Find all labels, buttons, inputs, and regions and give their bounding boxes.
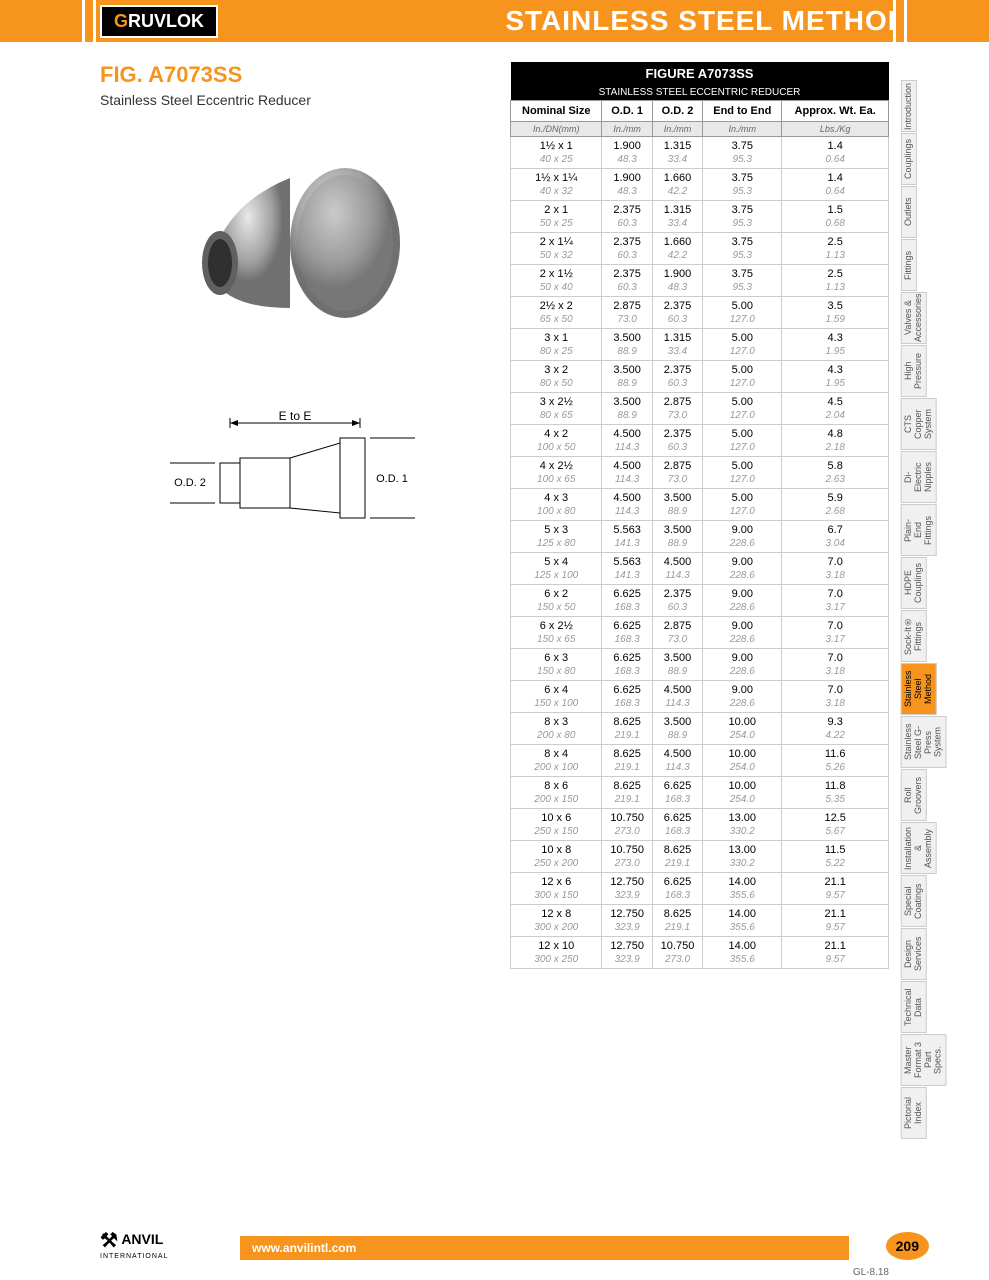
od2-label: O.D. 2	[174, 477, 206, 489]
table-row: 10 x 610.7506.62513.0012.5	[511, 809, 889, 826]
spec-table: FIGURE A7073SS STAINLESS STEEL ECCENTRIC…	[510, 62, 889, 969]
table-row: 2 x 1½2.3751.9003.752.5	[511, 265, 889, 282]
table-row-metric: 65 x 5073.060.3127.01.59	[511, 313, 889, 329]
section-tab[interactable]: Introduction	[901, 80, 917, 132]
section-tab[interactable]: Pictorial Index	[901, 1087, 927, 1139]
table-row-metric: 200 x 150219.1168.3254.05.35	[511, 793, 889, 809]
table-row: 1½ x 11.9001.3153.751.4	[511, 137, 889, 154]
table-body: 1½ x 11.9001.3153.751.440 x 2548.333.495…	[511, 137, 889, 969]
table-row-metric: 50 x 2560.333.495.30.68	[511, 217, 889, 233]
table-row: 8 x 48.6254.50010.0011.6	[511, 745, 889, 762]
table-row-metric: 150 x 100168.3114.3228.63.18	[511, 697, 889, 713]
table-row: 1½ x 1¼1.9001.6603.751.4	[511, 169, 889, 186]
table-row: 12 x 612.7506.62514.0021.1	[511, 873, 889, 890]
brand-logo: GGRUVLOKRUVLOK	[100, 5, 218, 38]
table-row: 4 x 34.5003.5005.005.9	[511, 489, 889, 506]
footer-url: www.anvilintl.com	[252, 1241, 356, 1255]
page-number: 209	[886, 1232, 929, 1260]
table-row: 6 x 46.6254.5009.007.0	[511, 681, 889, 698]
table-units: In./DN(mm)In./mmIn./mmIn./mmLbs./Kg	[511, 122, 889, 137]
table-row-metric: 150 x 65168.373.0228.63.17	[511, 633, 889, 649]
section-tab[interactable]: Roll Groovers	[901, 769, 927, 821]
table-row: 3 x 23.5002.3755.004.3	[511, 361, 889, 378]
section-tab[interactable]: Fittings	[901, 239, 917, 291]
section-tab[interactable]: Plain-End Fittings	[901, 504, 937, 556]
section-tab[interactable]: Couplings	[901, 133, 917, 185]
table-row: 3 x 2½3.5002.8755.004.5	[511, 393, 889, 410]
figure-code: FIG. A7073SS	[100, 62, 480, 88]
table-row-metric: 40 x 3248.342.295.30.64	[511, 185, 889, 201]
table-row-metric: 80 x 6588.973.0127.02.04	[511, 409, 889, 425]
section-tab[interactable]: Special Coatings	[901, 875, 927, 927]
section-tab[interactable]: Di-Electric Nipples	[901, 451, 937, 503]
company-logo: ⚒ ANVIL INTERNATIONAL	[100, 1228, 169, 1260]
section-tab[interactable]: Stainless Steel G-Press System	[901, 716, 947, 768]
section-tab[interactable]: High Pressure	[901, 345, 927, 397]
section-tabs: IntroductionCouplingsOutletsFittingsValv…	[901, 80, 931, 1140]
table-row-metric: 100 x 65114.373.0127.02.63	[511, 473, 889, 489]
section-tab[interactable]: HDPE Couplings	[901, 557, 927, 609]
table-row: 2½ x 22.8752.3755.003.5	[511, 297, 889, 314]
table-row: 2 x 1¼2.3751.6603.752.5	[511, 233, 889, 250]
table-columns: Nominal SizeO.D. 1O.D. 2End to EndApprox…	[511, 101, 889, 122]
table-row: 3 x 13.5001.3155.004.3	[511, 329, 889, 346]
table-row-metric: 80 x 5088.960.3127.01.95	[511, 377, 889, 393]
table-row-metric: 150 x 50168.360.3228.63.17	[511, 601, 889, 617]
table-row-metric: 300 x 200323.9219.1355.69.57	[511, 921, 889, 937]
table-row: 8 x 68.6256.62510.0011.8	[511, 777, 889, 794]
table-row: 12 x 812.7508.62514.0021.1	[511, 905, 889, 922]
section-tab[interactable]: Stainless Steel Method	[901, 663, 937, 715]
table-row-metric: 100 x 80114.388.9127.02.68	[511, 505, 889, 521]
table-row-metric: 100 x 50114.360.3127.02.18	[511, 441, 889, 457]
table-row-metric: 50 x 3260.342.295.31.13	[511, 249, 889, 265]
table-row: 6 x 26.6252.3759.007.0	[511, 585, 889, 602]
table-row: 6 x 2½6.6252.8759.007.0	[511, 617, 889, 634]
table-row-metric: 200 x 80219.188.9254.04.22	[511, 729, 889, 745]
table-row-metric: 125 x 100141.3114.3228.63.18	[511, 569, 889, 585]
table-row-metric: 80 x 2588.933.4127.01.95	[511, 345, 889, 361]
table-row-metric: 150 x 80168.388.9228.63.18	[511, 665, 889, 681]
table-row-metric: 300 x 250323.9273.0355.69.57	[511, 953, 889, 969]
ete-label: E to E	[279, 409, 312, 423]
table-row-metric: 125 x 80141.388.9228.63.04	[511, 537, 889, 553]
table-title: FIGURE A7073SS	[511, 62, 889, 85]
section-tab[interactable]: CTS Copper System	[901, 398, 937, 450]
page-header: GGRUVLOKRUVLOK STAINLESS STEEL METHOD	[0, 0, 989, 42]
table-row: 8 x 38.6253.50010.009.3	[511, 713, 889, 730]
table-row: 2 x 12.3751.3153.751.5	[511, 201, 889, 218]
section-tab[interactable]: Master Format 3 Part Specs.	[901, 1034, 947, 1086]
table-row-metric: 200 x 100219.1114.3254.05.26	[511, 761, 889, 777]
section-tab[interactable]: Valves & Accessories	[901, 292, 927, 344]
product-image	[170, 148, 410, 348]
table-row-metric: 250 x 150273.0168.3330.25.67	[511, 825, 889, 841]
page-code: GL-8.18	[853, 1267, 889, 1278]
section-tab[interactable]: Sock-It® Fittings	[901, 610, 927, 662]
table-row: 4 x 24.5002.3755.004.8	[511, 425, 889, 442]
table-row: 10 x 810.7508.62513.0011.5	[511, 841, 889, 858]
od1-label: O.D. 1	[376, 473, 408, 485]
table-row-metric: 300 x 150323.9168.3355.69.57	[511, 889, 889, 905]
section-tab[interactable]: Design Services	[901, 928, 927, 980]
table-subtitle: STAINLESS STEEL ECCENTRIC REDUCER	[511, 85, 889, 101]
section-tab[interactable]: Installation & Assembly	[901, 822, 937, 874]
anvil-icon: ⚒	[100, 1230, 118, 1252]
page-footer: ⚒ ANVIL INTERNATIONAL www.anvilintl.com …	[0, 1236, 989, 1260]
section-tab[interactable]: Outlets	[901, 186, 917, 238]
table-row: 5 x 35.5633.5009.006.7	[511, 521, 889, 538]
table-row: 5 x 45.5634.5009.007.0	[511, 553, 889, 570]
figure-name: Stainless Steel Eccentric Reducer	[100, 92, 480, 108]
table-row: 4 x 2½4.5002.8755.005.8	[511, 457, 889, 474]
dimension-diagram: E to E O.D. 2 O.D. 1	[160, 408, 420, 528]
table-row-metric: 250 x 200273.0219.1330.25.22	[511, 857, 889, 873]
table-row: 12 x 1012.75010.75014.0021.1	[511, 937, 889, 954]
table-row: 6 x 36.6253.5009.007.0	[511, 649, 889, 666]
page-title: STAINLESS STEEL METHOD	[505, 5, 909, 37]
table-row-metric: 50 x 4060.348.395.31.13	[511, 281, 889, 297]
section-tab[interactable]: Technical Data	[901, 981, 927, 1033]
table-row-metric: 40 x 2548.333.495.30.64	[511, 153, 889, 169]
